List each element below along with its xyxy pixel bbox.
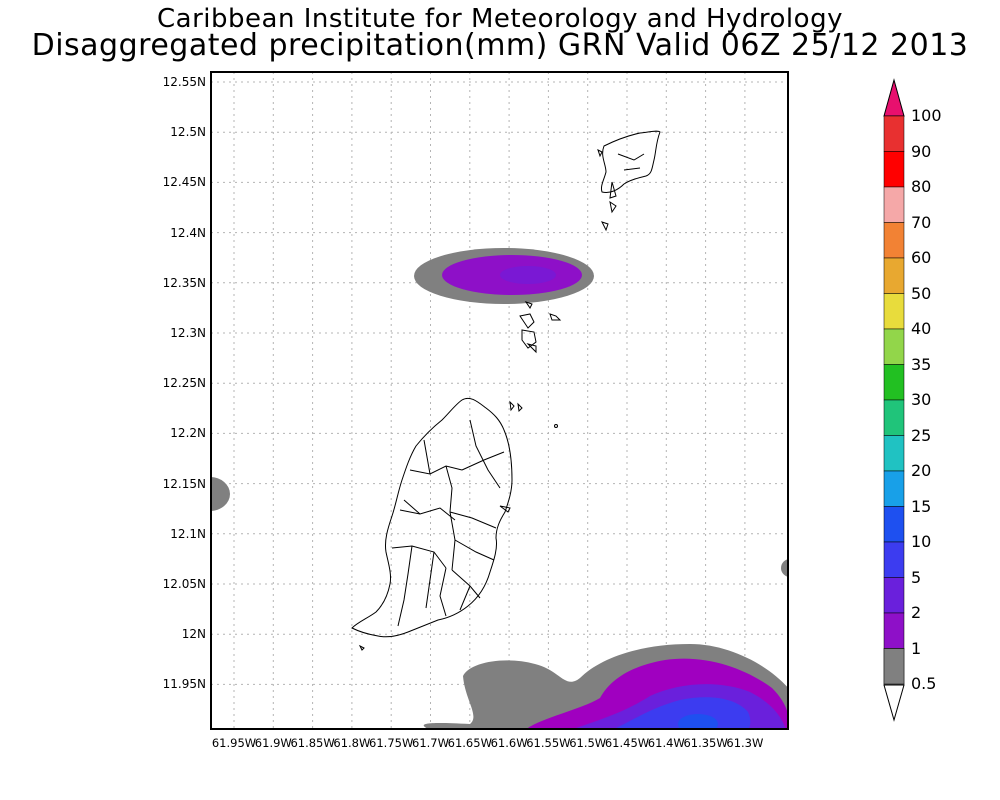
lon-label: 61.85W [290,736,335,750]
colorbar-swatch [883,435,905,472]
lat-label: 12.35N [162,275,206,290]
lon-label: 61.65W [447,736,492,750]
petite-martinique-and-grenadines [519,301,562,354]
colorbar-label: 25 [911,425,932,445]
colorbar-swatch [883,612,905,649]
colorbar-swatch [883,541,905,578]
colorbar-top-arrow [883,78,905,117]
lat-label: 12.5N [170,125,206,140]
colorbar-label: 70 [911,212,932,232]
precip-contour-2 [500,266,556,284]
colorbar-bottom-arrow [883,684,905,722]
lat-label: 12.15N [162,476,206,491]
lon-label: 61.5W [569,736,607,750]
precip-contour-0.5 [211,477,230,511]
colorbar-swatch [883,364,905,401]
lon-label: 61.7W [412,736,449,750]
lon-label: 61.75W [369,736,414,750]
grenada-small-islets [358,400,558,651]
colorbar-label: 20 [911,461,932,480]
colorbar-label: 10 [911,532,932,551]
lat-label: 12.25N [162,376,206,391]
lat-label: 12.55N [162,75,206,89]
colorbar-label: 30 [911,390,932,409]
colorbar-label: 5 [911,567,922,587]
map-grid [211,72,788,729]
colorbar-swatch [883,293,905,330]
lat-label: 12.4N [170,225,206,240]
colorbar-label: 35 [911,354,932,374]
lat-label: 11.95N [162,677,206,692]
precip-contour-10 [678,714,718,729]
colorbar-swatch [883,328,905,365]
map-frame [210,71,789,730]
colorbar-label: 80 [911,177,932,196]
lat-label: 12.05N [162,577,206,591]
lon-label: 61.55W [526,736,571,750]
colorbar-label: 100 [911,106,942,125]
colorbar-swatch [883,257,905,294]
lon-label: 61.45W [604,736,650,750]
lon-label: 61.9W [254,736,292,750]
lon-label: 61.8W [333,736,371,750]
colorbar [883,78,905,722]
lat-label: 12N [181,627,206,642]
colorbar-swatch [883,648,905,685]
lon-label: 61.6W [490,736,528,750]
lon-label: 61.4W [647,736,685,750]
carriacou-island [597,130,661,232]
colorbar-label: 1 [911,638,922,658]
colorbar-label: 50 [911,283,932,303]
lon-label: 61.95W [211,736,257,750]
lat-label: 12.2N [170,426,206,441]
title: Caribbean Institute for Meteorology and … [157,4,843,34]
colorbar-label: 15 [911,496,932,516]
lon-label: 61.3W [726,736,764,750]
lon-label: 61.35W [683,736,728,750]
colorbar-swatch [883,506,905,543]
precip-contour-0.5 [781,559,788,577]
colorbar-swatch [883,399,905,436]
colorbar-swatch [883,115,905,152]
colorbar-label: 90 [911,141,932,161]
subtitle: Disaggregated precipitation(mm) GRN Vali… [31,28,969,63]
colorbar-label: 40 [911,319,932,338]
colorbar-swatch [883,222,905,259]
colorbar-label: 60 [911,248,932,267]
colorbar-swatch [883,470,905,507]
grenada-island [351,397,513,638]
colorbar-label: 0.5 [911,674,937,693]
lat-label: 12.1N [170,526,206,541]
lat-label: 12.3N [170,326,206,340]
lat-label: 12.45N [162,175,206,190]
colorbar-label: 2 [911,603,922,622]
colorbar-swatch [883,186,905,223]
precipitation-field [211,248,788,729]
colorbar-swatch [883,151,905,188]
colorbar-swatch [883,577,905,614]
